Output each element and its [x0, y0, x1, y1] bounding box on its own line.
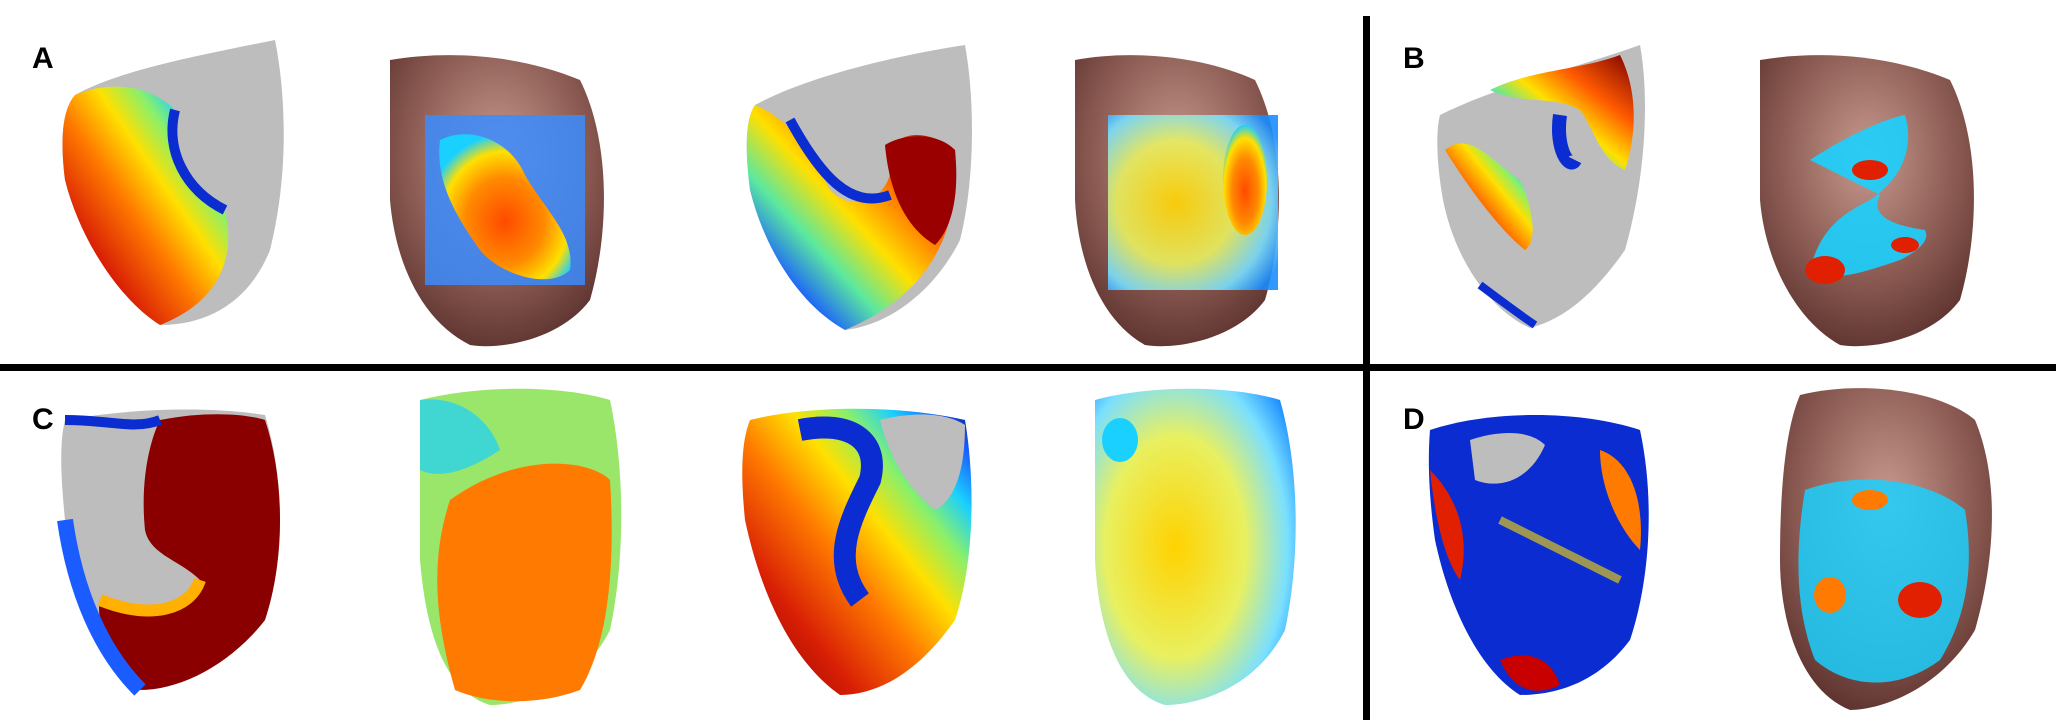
panel-a-simulation-2: [746, 45, 972, 330]
panel-a-simulation-1: [62, 40, 284, 325]
panel-c-optical-map-1: [420, 388, 622, 705]
panel-b-simulation: [1437, 45, 1645, 329]
panel-label-c: C: [32, 403, 54, 436]
panel-d-optical-map: [1780, 388, 1992, 710]
vertical-divider: [1363, 16, 1370, 720]
panel-d-simulation: [1428, 415, 1649, 695]
panel-a-optical-map-1: [390, 55, 604, 347]
panel-c-optical-map-2: [1095, 388, 1296, 705]
panel-a-optical-map-2: [1075, 55, 1279, 347]
panel-label-d: D: [1403, 403, 1425, 436]
horizontal-divider: [0, 364, 2056, 371]
panel-c-simulation-2: [742, 408, 972, 695]
panel-c-simulation-1: [57, 409, 281, 696]
panel-label-b: B: [1403, 42, 1425, 75]
panel-label-a: A: [32, 42, 54, 75]
panel-b-optical-map: [1760, 55, 1974, 347]
